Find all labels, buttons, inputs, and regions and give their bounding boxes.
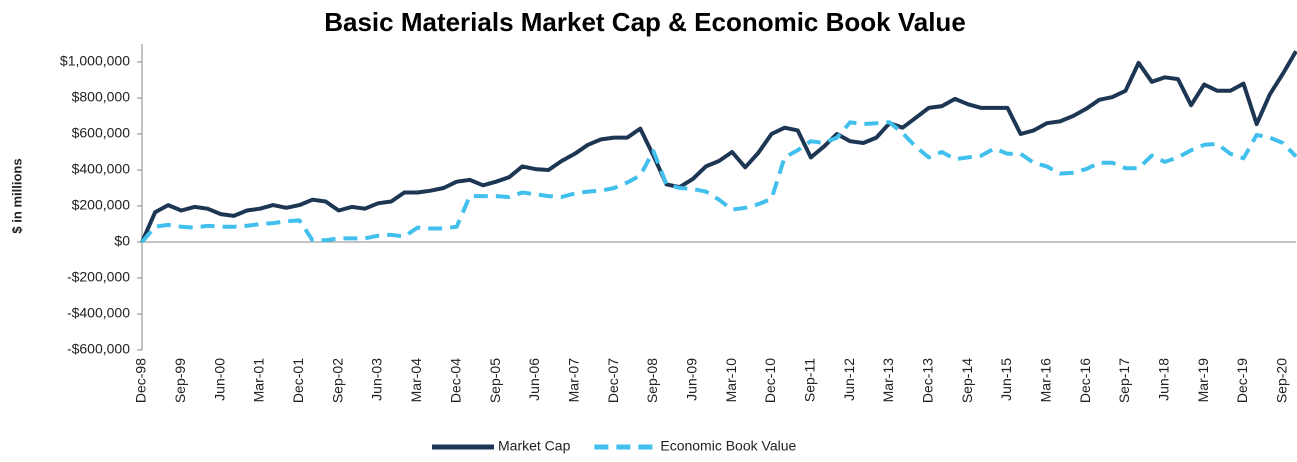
x-tick-label: Dec-07 — [605, 358, 621, 403]
y-tick-label: $0 — [114, 233, 130, 249]
x-tick-label: Mar-07 — [565, 358, 581, 403]
x-tick-label: Mar-19 — [1195, 358, 1211, 403]
y-tick-label: $1,000,000 — [60, 53, 130, 69]
x-tick-label: Dec-01 — [290, 358, 306, 403]
x-tick-label: Jun-06 — [526, 358, 542, 401]
y-tick-label: $400,000 — [72, 161, 131, 177]
legend-label: Market Cap — [498, 438, 571, 454]
y-tick-label: $600,000 — [72, 125, 131, 141]
series-line — [140, 50, 1297, 243]
x-tick-label: Dec-13 — [920, 358, 936, 403]
x-tick-label: Sep-08 — [644, 358, 660, 403]
x-tick-label: Dec-16 — [1077, 358, 1093, 403]
x-tick-label: Mar-13 — [880, 358, 896, 403]
x-tick-label: Sep-11 — [801, 358, 817, 402]
x-tick-label: Dec-98 — [133, 358, 149, 403]
x-tick-label: Jun-12 — [841, 358, 857, 401]
x-tick-label: Dec-19 — [1234, 358, 1250, 403]
x-tick-label: Jun-00 — [211, 358, 227, 401]
y-axis-label: $ in millions — [9, 158, 24, 233]
x-tick-label: Jun-03 — [369, 358, 385, 401]
x-tick-label: Sep-05 — [487, 358, 503, 403]
y-tick-label: $200,000 — [72, 197, 131, 213]
y-tick-label: -$200,000 — [67, 269, 130, 285]
legend-label: Economic Book Value — [660, 438, 796, 454]
x-tick-label: Jun-09 — [683, 358, 699, 401]
x-tick-label: Sep-17 — [1116, 358, 1132, 403]
x-tick-label: Mar-16 — [1038, 358, 1054, 403]
y-tick-label: $800,000 — [72, 89, 131, 105]
x-tick-label: Jun-18 — [1156, 358, 1172, 401]
x-tick-label: Mar-01 — [251, 358, 267, 403]
x-tick-label: Mar-04 — [408, 358, 424, 403]
y-tick-label: -$400,000 — [67, 305, 130, 321]
x-tick-label: Dec-10 — [762, 358, 778, 403]
series-line — [140, 120, 1297, 244]
chart-title: Basic Materials Market Cap & Economic Bo… — [324, 7, 966, 37]
x-tick-label: Sep-02 — [329, 358, 345, 403]
x-tick-label: Mar-10 — [723, 358, 739, 403]
x-tick-label: Sep-14 — [959, 358, 975, 403]
x-tick-label: Dec-04 — [447, 358, 463, 403]
x-tick-label: Sep-99 — [172, 358, 188, 403]
y-tick-label: -$600,000 — [67, 341, 130, 357]
x-tick-label: Jun-15 — [998, 358, 1014, 401]
x-tick-label: Sep-20 — [1274, 358, 1290, 403]
